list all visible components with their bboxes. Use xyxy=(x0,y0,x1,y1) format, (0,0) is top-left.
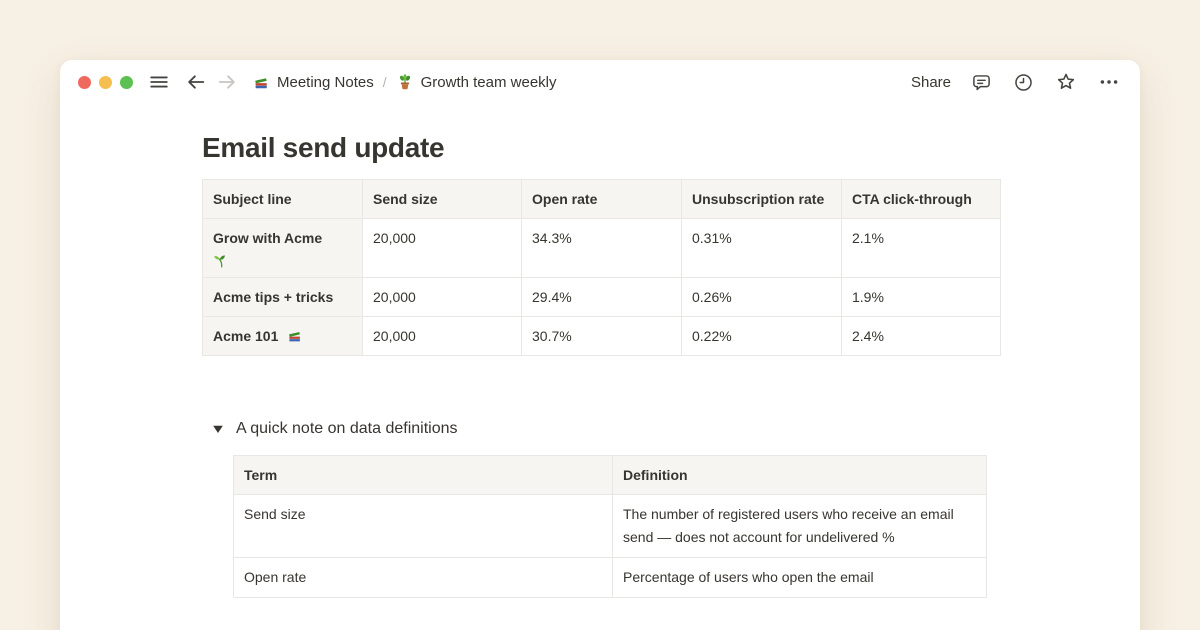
books-emoji xyxy=(252,73,270,91)
cell-open-rate[interactable]: 30.7% xyxy=(521,316,682,356)
table-row: Send size The number of registered users… xyxy=(233,494,987,558)
breadcrumb: Meeting Notes / Growth team weekly xyxy=(252,73,557,91)
cell-term[interactable]: Open rate xyxy=(233,557,613,598)
close-window-button[interactable] xyxy=(78,75,91,89)
cell-cta[interactable]: 2.4% xyxy=(841,316,1001,356)
cell-send-size[interactable]: 20,000 xyxy=(362,218,522,278)
cell-cta[interactable]: 1.9% xyxy=(841,277,1001,317)
column-header-subject-line[interactable]: Subject line xyxy=(202,179,363,219)
cell-term[interactable]: Send size xyxy=(233,494,613,558)
star-icon[interactable] xyxy=(1053,69,1079,95)
notion-window: Meeting Notes / Growth team weekly xyxy=(60,60,1140,630)
clock-icon[interactable] xyxy=(1011,70,1036,95)
column-header-definition[interactable]: Definition xyxy=(612,455,987,495)
back-arrow-icon[interactable] xyxy=(183,69,209,95)
breadcrumb-separator: / xyxy=(382,74,387,90)
cell-definition[interactable]: Percentage of users who open the email xyxy=(612,557,987,598)
table-header-row: Term Definition xyxy=(233,455,987,495)
column-header-term[interactable]: Term xyxy=(233,455,613,495)
cell-open-rate[interactable]: 34.3% xyxy=(521,218,682,278)
window-titlebar: Meeting Notes / Growth team weekly xyxy=(60,60,1140,104)
subject-text: Grow with Acme xyxy=(213,230,323,246)
subject-text: Acme tips + tricks xyxy=(213,289,334,305)
table-row: Acme 101 20,000 30.7% 0.22% 2.4% xyxy=(202,316,1001,356)
breadcrumb-label: Meeting Notes xyxy=(277,73,374,91)
cell-send-size[interactable]: 20,000 xyxy=(362,277,522,317)
page-content: Email send update Subject line Send size… xyxy=(60,104,1140,598)
column-header-cta-click-through[interactable]: CTA click-through xyxy=(841,179,1001,219)
breadcrumb-item-meeting-notes[interactable]: Meeting Notes xyxy=(252,73,374,91)
definitions-table: Term Definition Send size The number of … xyxy=(233,455,987,598)
table-header-row: Subject line Send size Open rate Unsubsc… xyxy=(202,179,1001,219)
minimize-window-button[interactable] xyxy=(99,75,112,89)
cell-subject[interactable]: Grow with Acme xyxy=(202,218,363,278)
page-title[interactable]: Email send update xyxy=(202,132,445,163)
subject-text: Acme 101 xyxy=(213,328,279,344)
column-header-send-size[interactable]: Send size xyxy=(362,179,522,219)
cell-cta[interactable]: 2.1% xyxy=(841,218,1001,278)
cell-send-size[interactable]: 20,000 xyxy=(362,316,522,356)
breadcrumb-label: Growth team weekly xyxy=(420,73,557,91)
column-header-unsubscription-rate[interactable]: Unsubscription rate xyxy=(681,179,842,219)
sidebar-menu-icon[interactable] xyxy=(146,69,172,95)
toolbar: Share xyxy=(910,69,1122,95)
seedling-emoji xyxy=(213,252,352,269)
traffic-lights xyxy=(78,75,133,89)
toggle-label: A quick note on data definitions xyxy=(236,420,458,437)
cell-subject[interactable]: Acme tips + tricks xyxy=(202,277,363,317)
books-emoji xyxy=(286,327,303,344)
share-button[interactable]: Share xyxy=(910,73,951,91)
table-row: Open rate Percentage of users who open t… xyxy=(233,557,987,598)
cell-open-rate[interactable]: 29.4% xyxy=(521,277,682,317)
ellipsis-icon[interactable] xyxy=(1096,69,1122,95)
cell-subject[interactable]: Acme 101 xyxy=(202,316,363,356)
potted-plant-emoji xyxy=(396,73,414,91)
fullscreen-window-button[interactable] xyxy=(120,75,133,89)
cell-definition[interactable]: The number of registered users who recei… xyxy=(612,494,987,558)
forward-arrow-icon[interactable] xyxy=(214,69,240,95)
cell-unsub-rate[interactable]: 0.31% xyxy=(681,218,842,278)
toggle-block[interactable]: A quick note on data definitions xyxy=(202,420,1140,438)
table-row: Grow with Acme 20,000 34.3% 0.31% 2.1% xyxy=(202,218,1001,278)
cell-unsub-rate[interactable]: 0.22% xyxy=(681,316,842,356)
breadcrumb-item-growth-team-weekly[interactable]: Growth team weekly xyxy=(396,73,557,91)
comment-icon[interactable] xyxy=(969,70,994,95)
cell-unsub-rate[interactable]: 0.26% xyxy=(681,277,842,317)
table-row: Acme tips + tricks 20,000 29.4% 0.26% 1.… xyxy=(202,277,1001,317)
column-header-open-rate[interactable]: Open rate xyxy=(521,179,682,219)
email-metrics-table: Subject line Send size Open rate Unsubsc… xyxy=(202,179,1001,356)
triangle-down-icon[interactable] xyxy=(212,423,224,435)
